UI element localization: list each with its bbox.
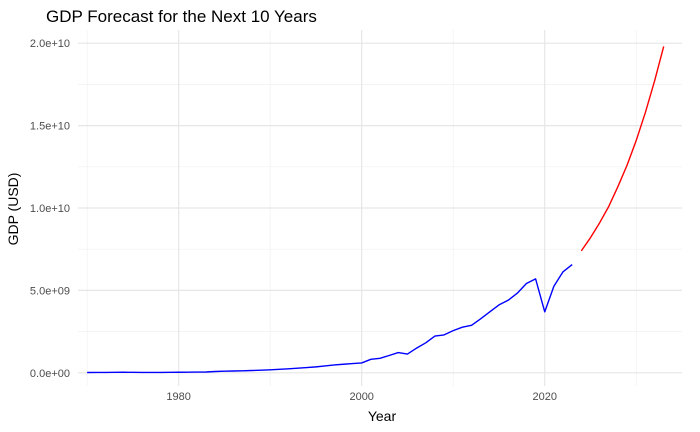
x-tick-label: 2020 — [532, 391, 556, 403]
y-tick-labels: 0.0e+00 5.0e+09 1.0e+10 1.5e+10 2.0e+10 — [30, 38, 70, 380]
x-tick-label: 1980 — [166, 391, 190, 403]
y-tick-label: 0.0e+00 — [30, 368, 70, 380]
x-tick-labels: 1980 2000 2020 — [166, 391, 557, 403]
series-layer — [87, 46, 665, 374]
x-tick-label: 2000 — [349, 391, 373, 403]
historical-gdp-line — [87, 263, 573, 374]
y-tick-label: 1.5e+10 — [30, 121, 70, 133]
y-tick-label: 1.0e+10 — [30, 203, 70, 215]
x-axis-title: Year — [368, 408, 397, 424]
chart-title: GDP Forecast for the Next 10 Years — [46, 7, 317, 26]
y-tick-label: 5.0e+09 — [30, 285, 70, 297]
forecast-gdp-line — [580, 46, 665, 252]
y-axis-title: GDP (USD) — [5, 173, 21, 246]
y-tick-label: 2.0e+10 — [30, 38, 70, 50]
